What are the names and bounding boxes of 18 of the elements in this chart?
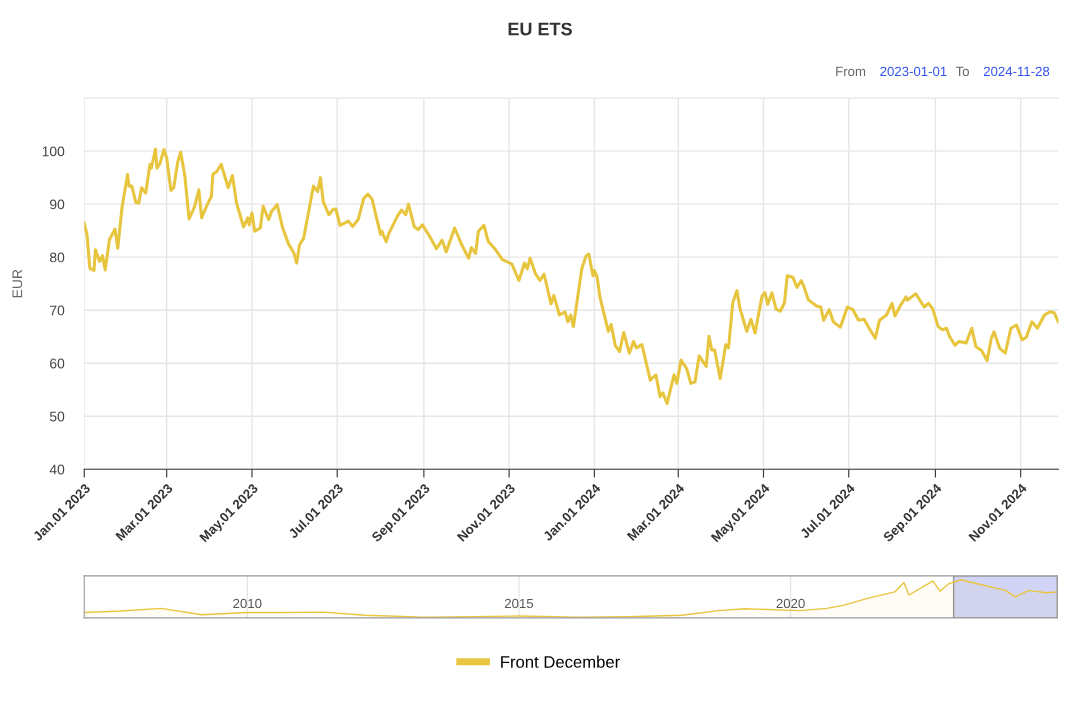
y-tick-label: 90 xyxy=(50,199,65,210)
y-tick-label: 100 xyxy=(42,146,65,157)
text: To xyxy=(955,66,969,77)
y-tick-label: 80 xyxy=(49,252,65,263)
y-tick-label: 40 xyxy=(49,464,65,475)
y-axis-title: EUR xyxy=(12,269,23,298)
text: 2023-01-01 xyxy=(880,66,947,77)
x-tick-label: 2015 xyxy=(504,598,534,609)
text: From xyxy=(836,66,866,77)
x-tick-label: 2010 xyxy=(233,598,262,609)
line-series xyxy=(84,147,1059,406)
y-tick-label: 60 xyxy=(50,358,65,369)
x-tick-label: 2020 xyxy=(776,598,805,609)
y-tick-label: 70 xyxy=(50,305,65,316)
text: 2024-11-28 xyxy=(983,66,1050,77)
chart-title: EU ETS xyxy=(508,22,572,36)
y-tick-label: 50 xyxy=(49,411,65,422)
legend-label: Front December xyxy=(501,655,620,668)
